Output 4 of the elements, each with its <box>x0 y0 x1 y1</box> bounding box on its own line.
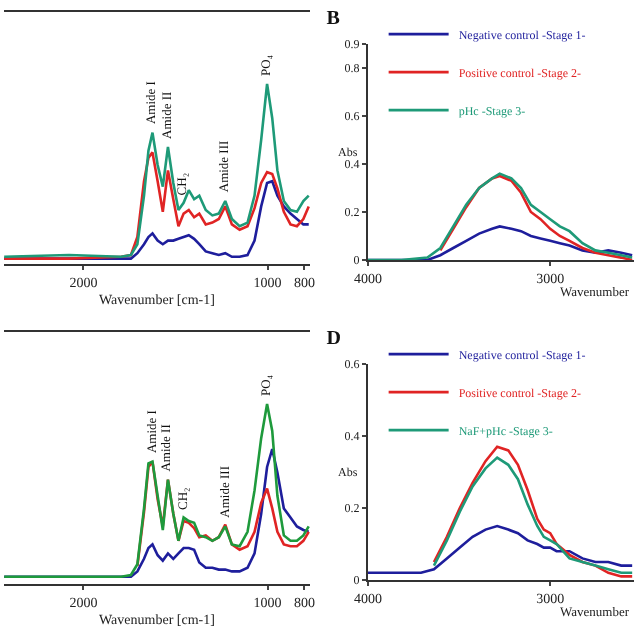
line-series <box>368 524 634 575</box>
chart-title: B <box>326 7 341 30</box>
line-series <box>439 174 634 260</box>
chart-title: D <box>326 327 341 350</box>
